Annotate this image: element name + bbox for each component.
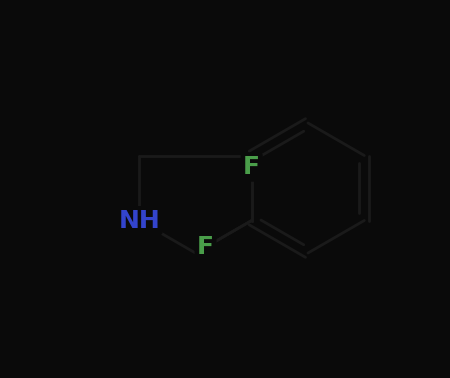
Text: F: F xyxy=(197,235,214,259)
Text: NH: NH xyxy=(118,209,160,232)
Text: F: F xyxy=(243,155,260,179)
